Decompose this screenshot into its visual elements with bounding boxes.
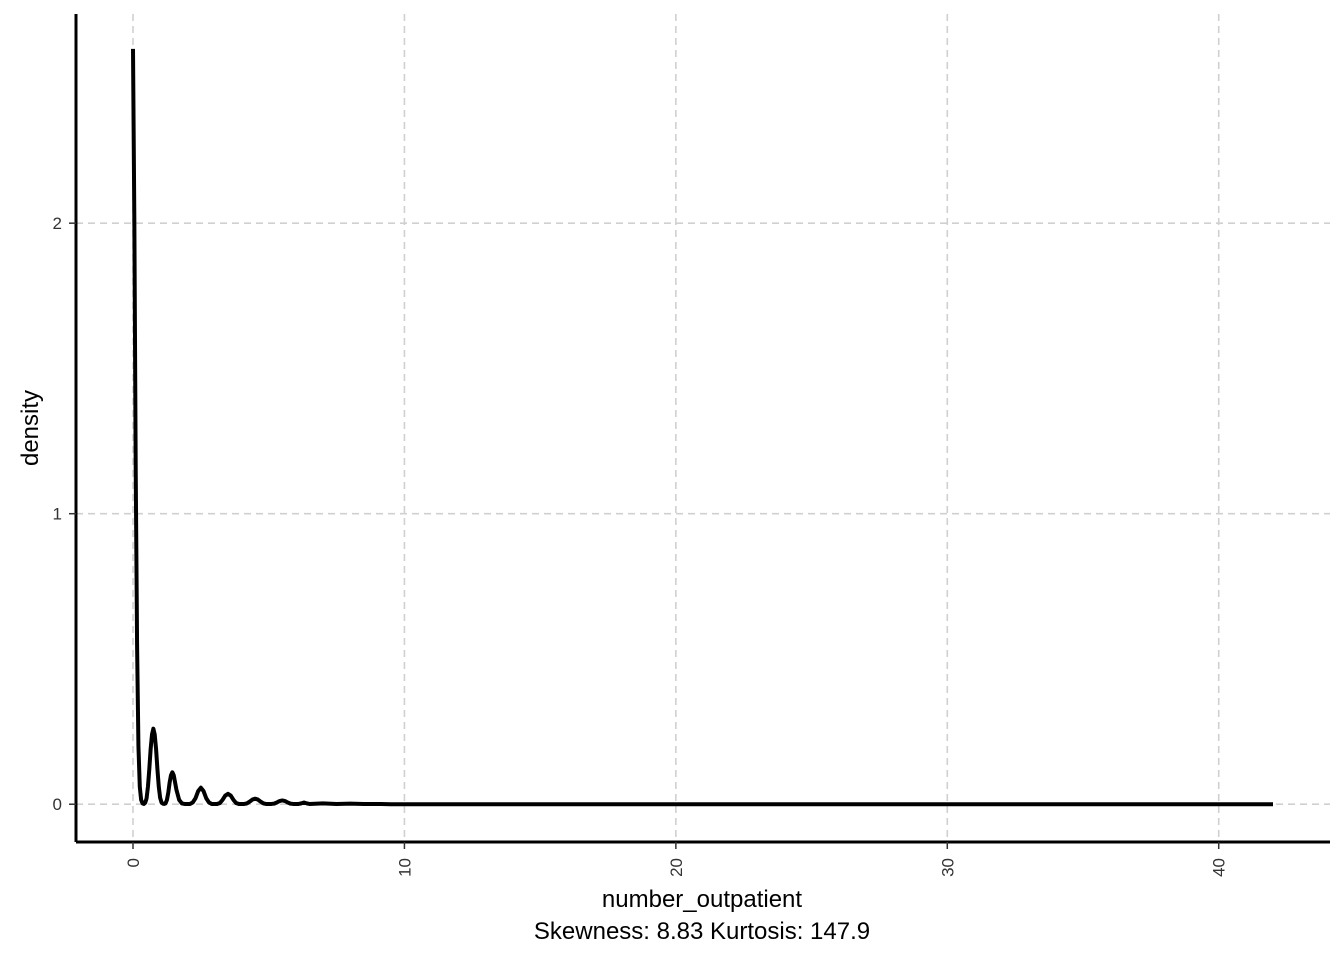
y-tick-label-2: 2 [53, 214, 62, 233]
density-curve-0 [131, 48, 1273, 807]
x-tick-label-20: 20 [667, 858, 686, 877]
y-tick-label-0: 0 [53, 795, 62, 814]
x-tick-label-0: 0 [124, 858, 143, 867]
x-axis-title: number_outpatient [602, 886, 802, 913]
density-curve-group [131, 48, 1273, 807]
x-tick-label-40: 40 [1210, 858, 1229, 877]
y-ticks: 0 1 2 [53, 214, 76, 814]
y-tick-label-1: 1 [53, 505, 62, 524]
x-ticks: 0 10 20 30 40 [124, 842, 1229, 877]
x-tick-label-10: 10 [395, 858, 414, 877]
x-tick-label-30: 30 [938, 858, 957, 877]
y-axis-title: density [17, 390, 44, 466]
x-axis-subtitle: Skewness: 8.83 Kurtosis: 147.9 [534, 918, 870, 945]
grid-lines [76, 14, 1330, 842]
